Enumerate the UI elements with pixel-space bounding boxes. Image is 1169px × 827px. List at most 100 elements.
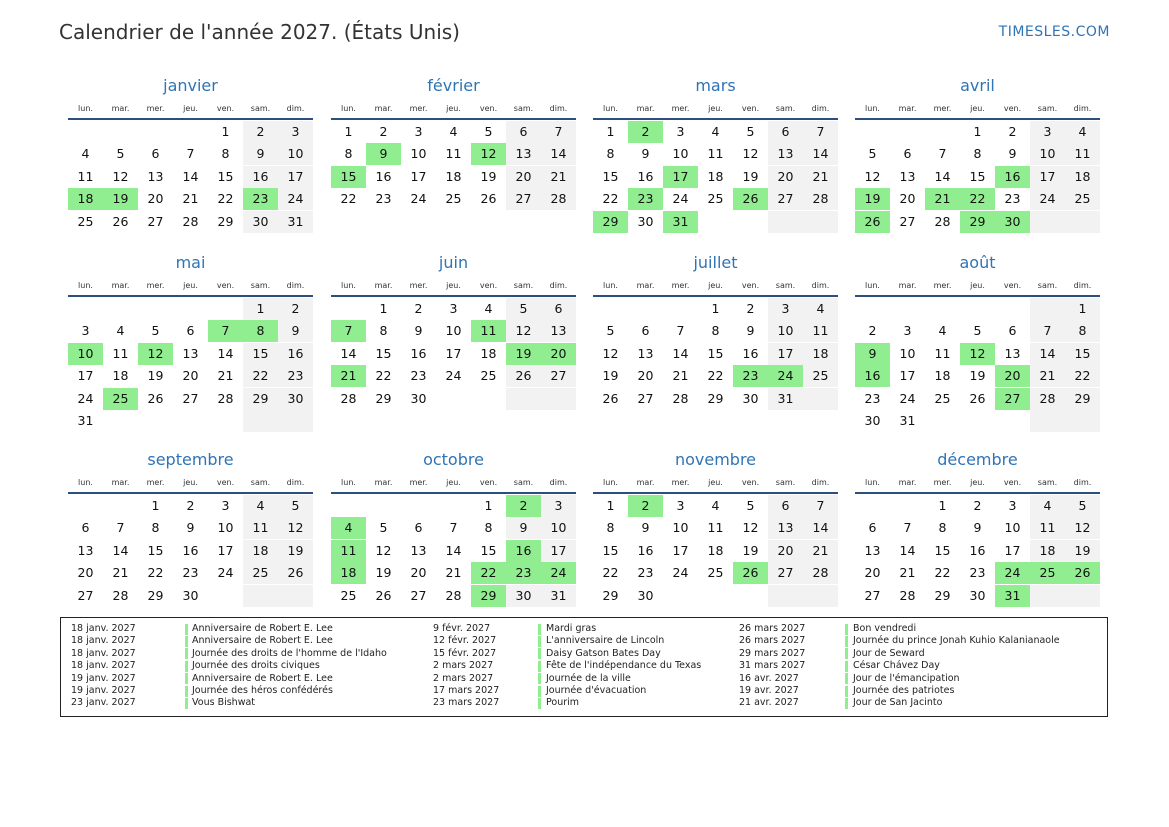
day-cell: 4: [243, 495, 278, 517]
day-cell: 3: [221, 498, 230, 513]
day-cell: 25: [1065, 188, 1100, 211]
day-cell: 17: [445, 345, 462, 361]
holiday-day-cell: 26: [1065, 562, 1100, 585]
holiday-day-cell: 15: [331, 165, 366, 188]
weekday-label: dim.: [286, 478, 305, 487]
holiday-name: Anniversaire de Robert E. Lee: [192, 635, 333, 647]
holiday-name: Vous Bishwat: [192, 697, 256, 709]
day-cell: 15: [602, 168, 619, 184]
weekday-label: mar.: [898, 104, 917, 113]
day-cell: 12: [278, 517, 313, 540]
month-rule: [593, 295, 838, 297]
day-cell: 27: [541, 365, 576, 388]
day-cell: 20: [506, 165, 541, 188]
day-cell: 1: [606, 498, 615, 513]
day-cell: 19: [602, 368, 619, 384]
holiday-date: 18 janv. 2027: [71, 647, 136, 659]
day-cell: 24: [278, 188, 313, 211]
day-cell: 5: [1065, 495, 1100, 517]
day-cell: 19: [1065, 539, 1100, 562]
holiday-day-cell: 20: [541, 342, 576, 365]
weekday-label: dim.: [549, 281, 568, 290]
day-cell: 29: [243, 387, 278, 410]
weekday-label: mer.: [146, 104, 165, 113]
holiday-name: Mardi gras: [546, 623, 597, 634]
holiday-day-cell: 11: [331, 539, 366, 562]
day-cell: 26: [602, 390, 619, 406]
day-cell: 19: [742, 542, 759, 558]
holiday-date: 18 janv. 2027: [71, 635, 136, 647]
day-cell: 7: [1030, 320, 1065, 343]
day-cell: 13: [541, 320, 576, 343]
holiday-day-cell: 22: [471, 562, 506, 585]
day-cell: 17: [1030, 165, 1065, 188]
holiday-date: 23 janv. 2027: [71, 697, 136, 709]
weekday-label: sam.: [1037, 104, 1058, 113]
site-link[interactable]: TIMESLES.COM: [998, 24, 1110, 40]
day-cell: 12: [864, 168, 881, 184]
day-cell: 4: [711, 124, 720, 139]
month-rule: [593, 118, 838, 120]
weekday-label: ven.: [479, 104, 498, 113]
day-cell: 10: [768, 320, 803, 343]
day-cell: 8: [344, 146, 353, 162]
month-rule: [855, 295, 1100, 297]
holiday-name: Anniversaire de Robert E. Lee: [192, 672, 333, 684]
day-cell: 7: [676, 323, 685, 339]
day-cell: 20: [768, 539, 803, 562]
day-cell: 27: [147, 213, 164, 229]
day-cell: 9: [973, 520, 982, 536]
holiday-marker: [538, 635, 541, 647]
holiday-day-cell: 8: [243, 320, 278, 343]
month-name: février: [427, 76, 480, 95]
day-cell: 18: [707, 542, 724, 558]
day-cell: 23: [182, 565, 199, 581]
day-cell: 5: [151, 323, 160, 339]
weekday-label: lun.: [341, 281, 356, 290]
weekday-label: dim.: [286, 104, 305, 113]
day-cell: 14: [112, 542, 129, 558]
day-cell: 26: [112, 213, 129, 229]
day-cell: 14: [217, 345, 234, 361]
holiday-name: Journée des droits de l'homme de l'Idaho: [192, 647, 387, 659]
month-name: novembre: [674, 450, 757, 469]
weekday-label: jeu.: [708, 478, 723, 487]
day-cell: 27: [506, 188, 541, 211]
day-cell: 20: [410, 565, 427, 581]
month-rule: [593, 492, 838, 494]
day-cell: 6: [541, 298, 576, 320]
day-cell: 31: [77, 413, 94, 428]
day-cell: 21: [541, 165, 576, 188]
day-cell: 26: [278, 562, 313, 585]
day-cell: 4: [803, 298, 838, 320]
day-cell: 14: [182, 168, 199, 184]
day-cell: 28: [803, 562, 838, 585]
day-cell: 8: [221, 146, 230, 162]
holiday-day-cell: 16: [995, 165, 1030, 188]
weekday-label: ven.: [741, 478, 760, 487]
day-cell: 9: [641, 146, 650, 162]
day-cell: 6: [506, 121, 541, 143]
day-cell: 3: [81, 323, 90, 339]
day-cell: 19: [969, 368, 986, 384]
weekday-label: jeu.: [970, 104, 985, 113]
day-cell: 8: [606, 146, 615, 162]
holiday-day-cell: 9: [366, 143, 401, 166]
day-cell: 12: [112, 168, 129, 184]
holiday-name: Journée de la ville: [546, 672, 631, 684]
holiday-marker: [845, 635, 848, 647]
month-rule: [331, 295, 576, 297]
day-cell: 6: [641, 323, 650, 339]
weekday-label: lun.: [603, 281, 618, 290]
day-cell: 7: [116, 520, 125, 536]
day-cell: 3: [676, 498, 685, 513]
holiday-date: 9 févr. 2027: [433, 623, 491, 634]
holiday-day-cell: 26: [733, 188, 768, 211]
day-cell: 18: [1030, 539, 1065, 562]
day-cell: 17: [672, 542, 689, 558]
day-cell: 17: [217, 542, 234, 558]
weekday-label: mer.: [933, 478, 952, 487]
day-cell: 21: [445, 565, 462, 581]
day-cell: 24: [217, 565, 234, 581]
day-cell: 24: [899, 390, 916, 406]
